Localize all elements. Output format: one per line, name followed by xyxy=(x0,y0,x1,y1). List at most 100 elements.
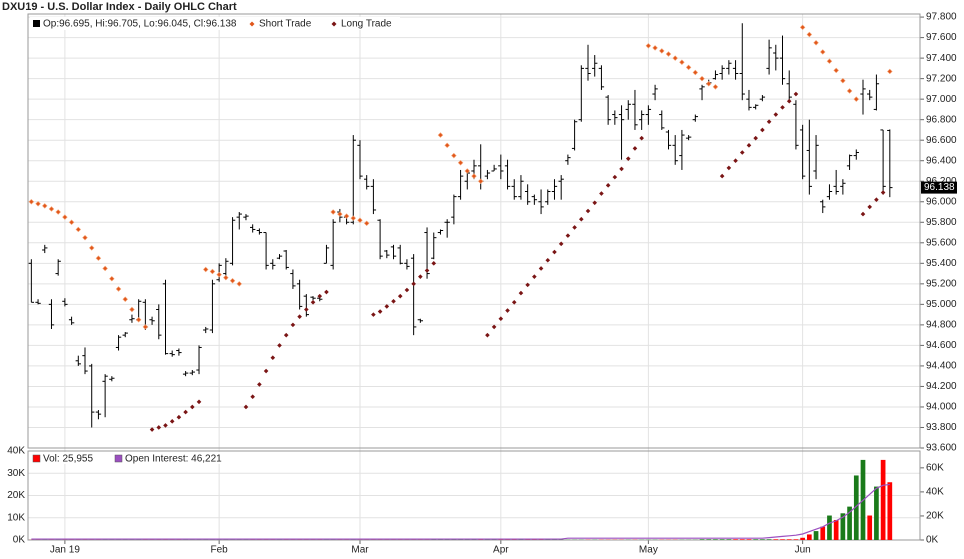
volume-bar xyxy=(800,537,805,540)
trade-dot xyxy=(277,343,282,348)
volume-bar xyxy=(753,539,759,540)
volume-bar xyxy=(874,486,879,540)
legend-label: Vol: 25,955 xyxy=(43,454,93,465)
y-tick-label: 94.000 xyxy=(926,402,957,413)
trade-dot xyxy=(760,127,765,133)
trade-dot xyxy=(773,112,779,117)
trade-dot xyxy=(780,105,785,110)
volume-bar xyxy=(887,482,893,540)
legend-label: Long Trade xyxy=(341,19,392,30)
trade-dot xyxy=(874,197,879,203)
trade-dot xyxy=(95,255,102,261)
volume-bar xyxy=(853,475,859,540)
trade-dot xyxy=(833,67,839,74)
x-tick-label: Feb xyxy=(211,545,229,556)
trade-dot xyxy=(451,152,457,159)
volume-bar xyxy=(699,539,705,540)
trade-dot xyxy=(558,241,564,247)
y-tick-label: 40K xyxy=(7,446,25,457)
trade-dot xyxy=(397,293,403,299)
y-tick-label: 97.200 xyxy=(926,73,957,84)
volume-bar xyxy=(827,515,832,540)
trade-dot xyxy=(599,191,604,196)
trade-dot xyxy=(183,409,188,415)
y-tick-label: 95.400 xyxy=(926,258,957,269)
trade-dot xyxy=(813,40,819,46)
trade-dot xyxy=(753,135,758,141)
trade-dot xyxy=(840,77,846,84)
trade-dot xyxy=(746,143,752,148)
trade-dot xyxy=(880,190,886,195)
trade-dot xyxy=(826,58,833,64)
volume-bar xyxy=(847,506,852,540)
y-tick-label: 94.800 xyxy=(926,320,957,331)
x-tick-label: Jan 19 xyxy=(50,545,80,556)
trade-dot xyxy=(625,156,631,161)
trade-dot xyxy=(485,332,490,338)
volume-bar xyxy=(880,459,886,540)
trade-dot xyxy=(102,265,108,272)
trade-dot xyxy=(887,68,893,75)
trade-dot xyxy=(149,427,155,432)
volume-bar xyxy=(813,531,819,540)
trade-dot xyxy=(337,211,343,217)
trade-dot xyxy=(82,234,88,241)
x-tick-label: Apr xyxy=(493,545,509,556)
legend-swatch xyxy=(331,21,337,27)
trade-dot xyxy=(471,173,477,179)
y-tick-label: 96.800 xyxy=(926,114,957,125)
trade-dot xyxy=(68,219,75,226)
trade-dot xyxy=(109,275,115,282)
y-tick-label: 96.400 xyxy=(926,155,957,166)
volume-bar xyxy=(760,539,765,540)
trade-dot xyxy=(659,48,665,54)
volume-bar xyxy=(706,539,712,540)
trade-dot xyxy=(42,203,48,209)
volume-bar xyxy=(766,539,772,540)
trade-dot xyxy=(672,55,678,61)
trade-dot xyxy=(645,43,652,49)
trade-dot xyxy=(739,150,745,155)
trade-dot xyxy=(431,261,437,266)
trade-dot xyxy=(532,274,537,279)
volume-bar xyxy=(746,539,752,540)
legend-swatch xyxy=(249,21,255,27)
y-tick-label: 97.000 xyxy=(926,94,957,105)
trade-dot xyxy=(444,142,450,149)
trade-dot xyxy=(317,293,323,299)
trade-dot xyxy=(706,81,712,87)
volume-bar xyxy=(713,539,718,540)
trade-dot xyxy=(357,217,363,223)
legend-swatch xyxy=(32,454,41,463)
y2-tick-label: 40K xyxy=(926,487,944,498)
trade-dot xyxy=(115,286,122,292)
trade-dot xyxy=(505,308,510,313)
trade-dot xyxy=(391,298,396,304)
trade-dot xyxy=(619,166,624,172)
chart-title: DXU19 - U.S. Dollar Index - Daily OHLC C… xyxy=(2,1,237,13)
y2-tick-label: 20K xyxy=(926,511,944,522)
trade-dot xyxy=(122,296,128,302)
trade-dot xyxy=(418,274,423,279)
trade-dot xyxy=(142,324,149,330)
y-tick-label: 30K xyxy=(7,468,25,479)
y-tick-label: 97.800 xyxy=(926,12,957,23)
trade-dot xyxy=(699,75,705,82)
trade-dot xyxy=(867,204,872,210)
trade-dot xyxy=(424,268,430,273)
volume-bar xyxy=(806,534,812,540)
trade-dot xyxy=(229,278,236,284)
trade-dot xyxy=(525,282,530,288)
legend-label: Short Trade xyxy=(259,19,312,30)
trade-dot xyxy=(135,317,142,323)
trade-dot xyxy=(129,306,135,313)
trade-dot xyxy=(692,69,699,76)
trade-dot xyxy=(712,84,719,90)
volume-bar xyxy=(786,539,792,540)
trade-dot xyxy=(55,209,61,215)
volume-bar xyxy=(867,515,873,540)
trade-dot xyxy=(726,165,732,171)
x-tick-label: May xyxy=(639,545,658,556)
trade-dot xyxy=(35,201,41,207)
